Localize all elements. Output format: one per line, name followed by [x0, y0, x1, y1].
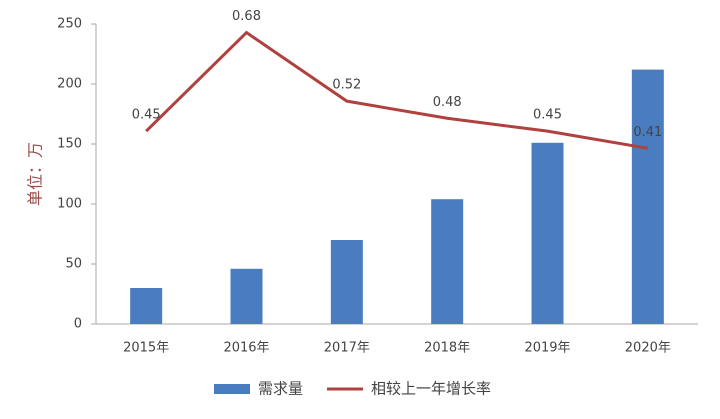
y-tick-label: 150 — [57, 137, 82, 152]
bar — [230, 268, 263, 324]
bar — [130, 288, 163, 324]
legend-swatch — [214, 384, 250, 394]
y-axis-label: 单位：万 — [26, 142, 45, 206]
x-tick-label: 2020年 — [625, 341, 671, 356]
x-tick-label: 2015年 — [123, 341, 169, 356]
bar — [631, 69, 664, 324]
data-label: 0.45 — [132, 108, 161, 123]
y-tick-label: 100 — [57, 197, 82, 212]
bar — [431, 199, 464, 324]
y-tick-label: 50 — [65, 257, 82, 272]
line — [145, 30, 649, 150]
y-tick-label: 200 — [57, 77, 82, 92]
legend-label: 相较上一年增长率 — [371, 380, 491, 398]
data-label: 0.68 — [232, 9, 261, 24]
y-tick-label: 250 — [57, 17, 82, 32]
y-tick-label: 0 — [74, 317, 82, 332]
x-tick-label: 2018年 — [424, 341, 470, 356]
data-label: 0.48 — [433, 95, 462, 110]
x-tick-label: 2016年 — [223, 341, 269, 356]
data-label: 0.41 — [633, 125, 662, 140]
x-tick-label: 2019年 — [524, 341, 570, 356]
x-tick-label: 2017年 — [324, 341, 370, 356]
legend-label: 需求量 — [258, 380, 303, 398]
data-label: 0.45 — [533, 108, 562, 123]
bar — [531, 142, 564, 324]
data-label: 0.52 — [332, 78, 361, 93]
bar — [330, 240, 363, 324]
